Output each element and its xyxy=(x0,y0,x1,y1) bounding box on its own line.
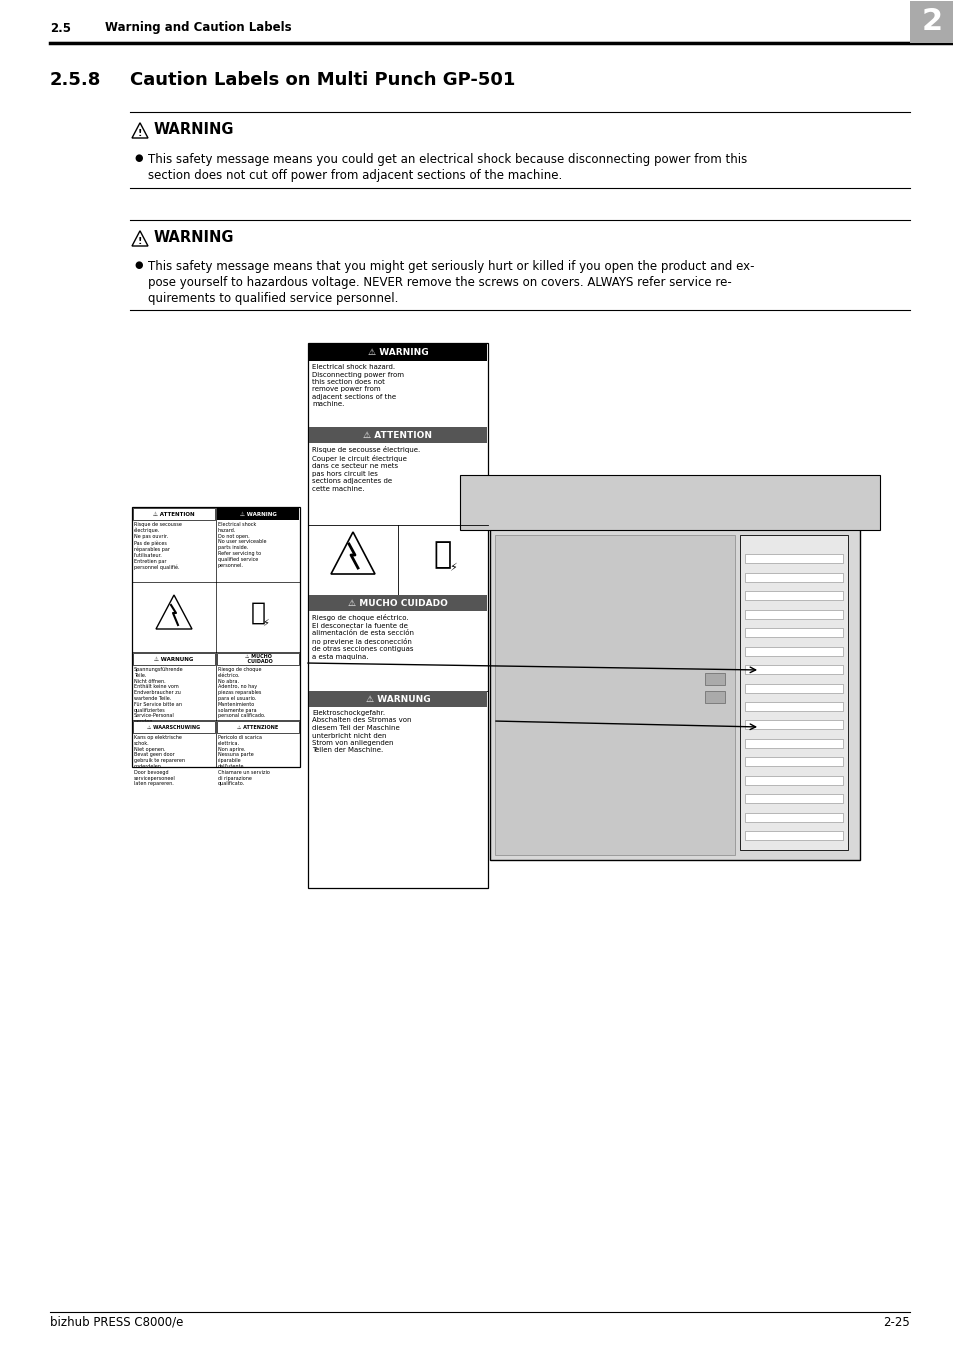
FancyBboxPatch shape xyxy=(308,343,488,888)
Text: bizhub PRESS C8000/e: bizhub PRESS C8000/e xyxy=(50,1315,183,1328)
FancyBboxPatch shape xyxy=(744,757,842,767)
Polygon shape xyxy=(132,231,148,246)
Text: Electrical shock
hazard.
Do not open.
No user serviceable
parts inside.
Refer se: Electrical shock hazard. Do not open. No… xyxy=(218,522,266,567)
FancyBboxPatch shape xyxy=(744,647,842,656)
FancyBboxPatch shape xyxy=(744,776,842,784)
FancyBboxPatch shape xyxy=(216,508,298,520)
Text: 2.5.8: 2.5.8 xyxy=(50,72,101,89)
Text: This safety message means that you might get seriously hurt or killed if you ope: This safety message means that you might… xyxy=(148,261,754,273)
Text: Pericolo di scarica
elettrica.
Non aprire.
Nessuna parte
riparabile
dall'utente.: Pericolo di scarica elettrica. Non aprir… xyxy=(218,734,270,787)
FancyBboxPatch shape xyxy=(744,813,842,822)
Text: 2-25: 2-25 xyxy=(882,1315,909,1328)
Text: ●: ● xyxy=(133,261,142,270)
FancyBboxPatch shape xyxy=(490,481,859,860)
Text: Warning and Caution Labels: Warning and Caution Labels xyxy=(105,22,292,35)
Text: Caution Labels on Multi Punch GP-501: Caution Labels on Multi Punch GP-501 xyxy=(130,72,515,89)
Text: ⚠ ATTENZIONE: ⚠ ATTENZIONE xyxy=(237,725,278,729)
FancyBboxPatch shape xyxy=(744,610,842,618)
Text: ⚠ WARNUNG: ⚠ WARNUNG xyxy=(365,694,430,703)
FancyBboxPatch shape xyxy=(740,535,847,850)
Text: Spannungsführende
Teile.
Nicht öffnen.
Enthält keine vom
Endverbraucher zu
warte: Spannungsführende Teile. Nicht öffnen. E… xyxy=(133,667,183,724)
FancyBboxPatch shape xyxy=(132,721,214,733)
FancyBboxPatch shape xyxy=(744,738,842,748)
FancyBboxPatch shape xyxy=(132,508,214,520)
Text: ⚠ ATTENTION: ⚠ ATTENTION xyxy=(153,512,194,517)
FancyBboxPatch shape xyxy=(132,508,299,767)
Text: This safety message means you could get an electrical shock because disconnectin: This safety message means you could get … xyxy=(148,153,746,166)
Text: Risque de secousse électrique.
Couper le circuit électrique
dans ce secteur ne m: Risque de secousse électrique. Couper le… xyxy=(312,446,420,491)
FancyBboxPatch shape xyxy=(744,721,842,729)
FancyBboxPatch shape xyxy=(744,702,842,711)
Text: ✋: ✋ xyxy=(434,540,452,570)
Text: quirements to qualified service personnel.: quirements to qualified service personne… xyxy=(148,292,398,305)
FancyBboxPatch shape xyxy=(744,832,842,840)
FancyBboxPatch shape xyxy=(309,595,486,612)
Text: !: ! xyxy=(137,236,142,246)
FancyBboxPatch shape xyxy=(309,691,486,707)
FancyBboxPatch shape xyxy=(704,691,724,703)
FancyBboxPatch shape xyxy=(909,1,953,43)
Text: !: ! xyxy=(137,128,142,138)
FancyBboxPatch shape xyxy=(744,666,842,674)
Text: ●: ● xyxy=(133,153,142,163)
FancyBboxPatch shape xyxy=(459,475,879,531)
FancyBboxPatch shape xyxy=(309,344,486,360)
Text: WARNING: WARNING xyxy=(153,231,234,246)
FancyBboxPatch shape xyxy=(216,721,298,733)
Text: Kans op elektrische
schok.
Niet openen.
Bevat geen door
gebruik te repareren
ond: Kans op elektrische schok. Niet openen. … xyxy=(133,734,185,787)
Text: Riesgo de choque
eléctrico.
No abra.
Adentro, no hay
piezas reparables
para el u: Riesgo de choque eléctrico. No abra. Ade… xyxy=(218,667,265,718)
Polygon shape xyxy=(331,532,375,574)
FancyBboxPatch shape xyxy=(132,653,214,666)
FancyBboxPatch shape xyxy=(744,683,842,693)
Text: WARNING: WARNING xyxy=(153,123,234,138)
Text: ⚡: ⚡ xyxy=(449,563,456,572)
Text: ⚠ WARNUNG: ⚠ WARNUNG xyxy=(154,656,193,662)
FancyBboxPatch shape xyxy=(495,535,734,855)
Text: ⚠ MUCHO
  CUIDADO: ⚠ MUCHO CUIDADO xyxy=(243,653,273,664)
Text: ⚠ WAARSCHUWING: ⚠ WAARSCHUWING xyxy=(148,725,200,729)
FancyBboxPatch shape xyxy=(744,555,842,563)
Text: Risque de secousse
électrique.
Ne pas ouvrir.
Pas de pièces
réparables par
l'uti: Risque de secousse électrique. Ne pas ou… xyxy=(133,522,182,570)
Text: ⚡: ⚡ xyxy=(262,618,269,628)
Text: pose yourself to hazardous voltage. NEVER remove the screws on covers. ALWAYS re: pose yourself to hazardous voltage. NEVE… xyxy=(148,275,731,289)
FancyBboxPatch shape xyxy=(744,794,842,803)
Text: ⚠ ATTENTION: ⚠ ATTENTION xyxy=(363,431,432,440)
Text: Riesgo de choque eléctrico.
El desconectar la fuente de
alimentación de esta sec: Riesgo de choque eléctrico. El desconect… xyxy=(312,614,414,660)
Text: 2.5: 2.5 xyxy=(50,22,71,35)
Text: Elektroschockgefahr.
Abschalten des Stromas von
diesem Teil der Maschine
unterbr: Elektroschockgefahr. Abschalten des Stro… xyxy=(312,710,411,753)
Text: ⚠ MUCHO CUIDADO: ⚠ MUCHO CUIDADO xyxy=(348,598,448,608)
Text: 2: 2 xyxy=(921,8,942,36)
FancyBboxPatch shape xyxy=(744,591,842,601)
FancyBboxPatch shape xyxy=(704,674,724,684)
FancyBboxPatch shape xyxy=(744,572,842,582)
Polygon shape xyxy=(132,123,148,138)
Text: section does not cut off power from adjacent sections of the machine.: section does not cut off power from adja… xyxy=(148,169,561,182)
FancyBboxPatch shape xyxy=(744,628,842,637)
Text: ⚠ WARNING: ⚠ WARNING xyxy=(239,512,276,517)
Text: ✋: ✋ xyxy=(251,601,265,625)
FancyBboxPatch shape xyxy=(309,427,486,443)
Text: ⚠ WARNING: ⚠ WARNING xyxy=(367,347,428,356)
Text: Electrical shock hazard.
Disconnecting power from
this section does not
remove p: Electrical shock hazard. Disconnecting p… xyxy=(312,364,403,408)
Polygon shape xyxy=(156,595,192,629)
FancyBboxPatch shape xyxy=(216,653,298,666)
